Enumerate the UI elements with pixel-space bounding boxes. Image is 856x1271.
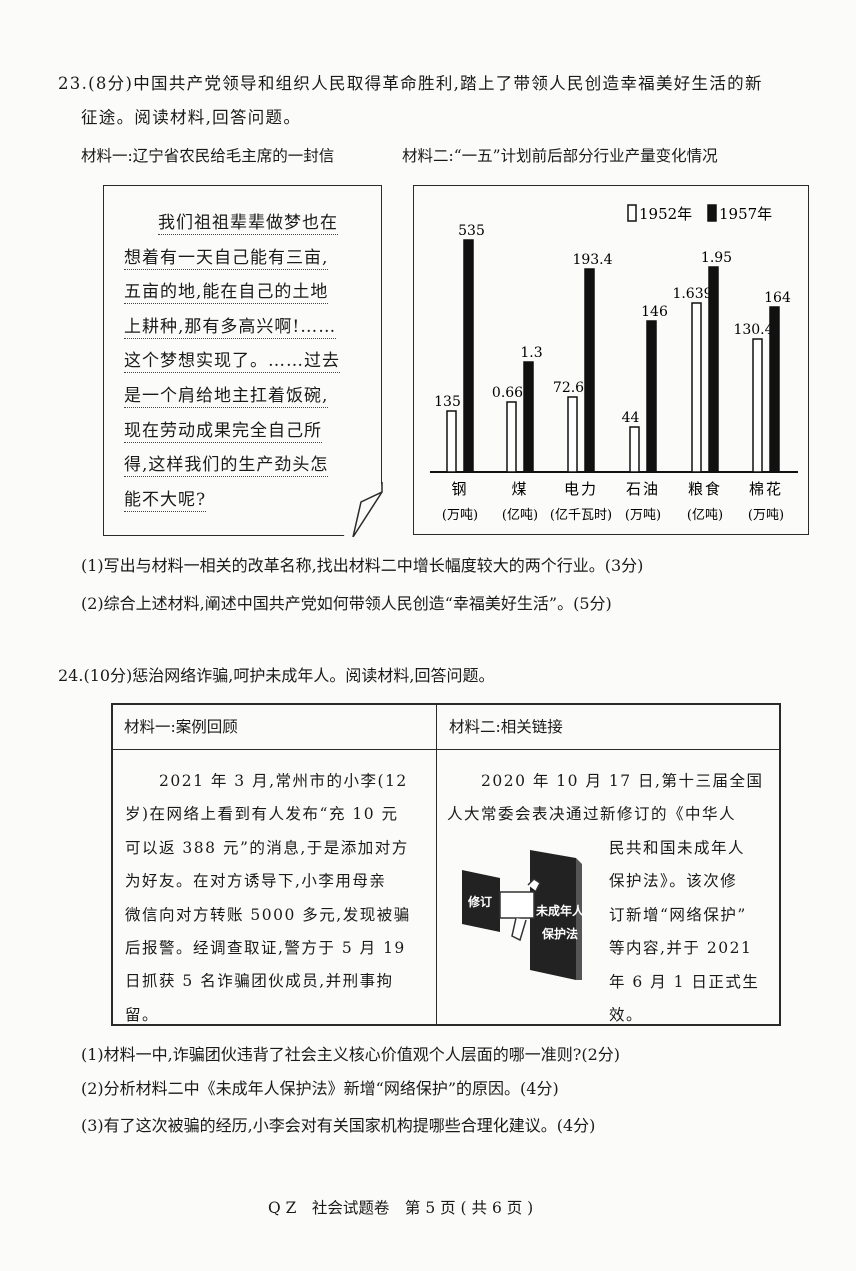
- legend-swatch-1952: [627, 204, 637, 222]
- q24-question-2: (2)分析材料二中《未成年人保护法》新增“网络保护”的原因。(4分): [81, 1079, 559, 1098]
- bar-1952: [567, 396, 578, 473]
- category-label: 石油: [626, 480, 660, 498]
- bar-1957: [708, 266, 719, 473]
- material2-text-line: 订新增“网络保护”: [609, 905, 747, 924]
- image-book-label-2: 保护法: [541, 926, 578, 941]
- letter-line: 上耕种,那有多高兴啊!……: [124, 316, 337, 339]
- material1-text-line: 微信向对方转账 5000 多元,发现被骗: [125, 905, 411, 924]
- material1-text-line: 2021 年 3 月,常州市的小李(12: [125, 772, 408, 790]
- material1-text-line: 日抓获 5 名诈骗团伙成员,并刑事拘: [125, 972, 394, 991]
- q23-question-1: (1)写出与材料一相关的改革名称,找出材料二中增长幅度较大的两个行业。(3分): [81, 556, 644, 575]
- category-label: 电力: [564, 480, 598, 498]
- bar-1957: [646, 320, 657, 473]
- material2-text-line: 效。: [609, 1006, 644, 1024]
- data-label: 72.6: [553, 380, 584, 396]
- legend-swatch-1957: [707, 204, 717, 222]
- page-footer: Q Z 社会试题卷 第 5 页 ( 共 6 页 ): [268, 1199, 534, 1217]
- data-label: 1.639: [672, 286, 712, 302]
- production-chart: 135 535 钢 (万吨) 0.66 1.3 煤 (亿吨) 72.6 193.4 电力 (亿千瓦时)…: [413, 185, 809, 535]
- folded-corner-icon: [343, 482, 383, 537]
- unit-label: (万吨): [625, 508, 661, 523]
- material1-text-line: 后报警。经调查取证,警方于 5 月 19: [125, 939, 406, 957]
- data-label: 535: [458, 223, 485, 239]
- chart-svg: 135 535 钢 (万吨) 0.66 1.3 煤 (亿吨) 72.6 193.4 电力 (亿千瓦时)…: [430, 204, 798, 523]
- bar-1952: [691, 302, 702, 473]
- category-label: 粮食: [688, 480, 722, 498]
- bar-1952: [506, 401, 517, 473]
- law-book-image: 修订 未成年人 保护法: [462, 850, 585, 980]
- q24-question-1: (1)材料一中,诈骗团伙违背了社会主义核心价值观个人层面的哪一准则?(2分): [81, 1045, 620, 1064]
- legend-label: 1952年: [639, 205, 692, 223]
- data-label: 164: [764, 290, 791, 306]
- bar-1957: [584, 268, 595, 473]
- material2-text-line: 保护法》。该次修: [609, 872, 738, 891]
- material1-header: 材料一:案例回顾: [124, 718, 238, 736]
- letter-line: 我们祖祖辈辈做梦也在: [158, 213, 338, 235]
- q23-question-2: (2)综合上述材料,阐述中国共产党如何带领人民创造“幸福美好生活”。(5分): [81, 594, 612, 613]
- material1-title: 材料一:辽宁省农民给毛主席的一封信: [81, 147, 335, 165]
- material2-text-line: 民共和国未成年人: [609, 839, 746, 857]
- letter-line: 这个梦想实现了。……过去: [124, 351, 340, 374]
- bar-1957: [769, 306, 780, 473]
- unit-label: (万吨): [748, 508, 784, 523]
- material2-title: 材料二:“一五”计划前后部分行业产量变化情况: [402, 147, 718, 165]
- bar-1952: [446, 410, 457, 473]
- category-label: 棉花: [749, 480, 783, 498]
- letter-line: 五亩的地,能在自己的土地: [124, 282, 329, 305]
- data-label: 130.4: [733, 322, 773, 338]
- letter-line: 是一个肩给地主扛着饭碗,: [124, 386, 329, 408]
- materials-table: 材料一:案例回顾 材料二:相关链接 2021 年 3 月,常州市的小李(12 岁)…: [111, 703, 781, 1026]
- bar-1952: [629, 426, 640, 473]
- data-label: 1.95: [701, 250, 732, 266]
- material2-text-line: 年 6 月 1 日正式生: [609, 972, 760, 991]
- q23-stem-line2: 征途。阅读材料,回答问题。: [81, 108, 302, 127]
- unit-label: (亿吨): [502, 508, 538, 523]
- letter-line: 想着有一天自己能有三亩,: [124, 247, 329, 270]
- letter-box: 我们祖祖辈辈做梦也在想着有一天自己能有三亩, 五亩的地,能在自己的土地 上耕种,那有…: [103, 185, 383, 537]
- material2-text-line: 2020 年 10 月 17 日,第十三届全国: [447, 772, 764, 790]
- data-label: 146: [641, 304, 668, 320]
- material2-text-line: 等内容,并于 2021: [609, 939, 753, 958]
- data-label: 193.4: [572, 252, 612, 268]
- letter-line: 现在劳动成果完全自己所: [124, 420, 322, 443]
- bar-1957: [463, 239, 474, 473]
- bar-1957: [523, 361, 534, 473]
- image-tag-label: 修订: [467, 894, 492, 909]
- q24-stem: 24.(10分)惩治网络诈骗,呵护未成年人。阅读材料,回答问题。: [58, 666, 495, 685]
- data-label: 1.3: [520, 345, 542, 361]
- q23-stem-line1: 23.(8分)中国共产党领导和组织人民取得革命胜利,踏上了带领人民创造幸福美好生…: [58, 74, 763, 93]
- unit-label: (亿吨): [687, 508, 723, 523]
- category-label: 煤: [511, 480, 528, 498]
- data-label: 0.66: [492, 385, 523, 401]
- data-label: 135: [434, 394, 461, 410]
- table-header-divider: [113, 749, 779, 750]
- data-label: 44: [622, 410, 640, 426]
- legend-label: 1957年: [719, 205, 772, 223]
- material1-text-line: 留。: [125, 1005, 160, 1024]
- material2-text-line: 人大常委会表决通过新修订的《中华人: [447, 805, 737, 824]
- table-column-divider: [436, 705, 437, 1024]
- image-book-label-1: 未成年人: [535, 903, 585, 918]
- unit-label: (万吨): [442, 508, 478, 523]
- material1-text-line: 岁)在网络上看到有人发布“充 10 元: [125, 805, 399, 824]
- letter-line: 得,这样我们的生产劲头怎: [124, 455, 329, 478]
- material1-text-line: 可以返 388 元”的消息,于是添加对方: [125, 838, 409, 857]
- bar-1952: [752, 338, 763, 473]
- unit-label: (亿千瓦时): [550, 508, 612, 523]
- letter-line: 能不大呢?: [124, 489, 207, 512]
- category-label: 钢: [451, 480, 468, 498]
- material2-header: 材料二:相关链接: [449, 718, 563, 736]
- q24-question-3: (3)有了这次被骗的经历,小李会对有关国家机构提哪些合理化建议。(4分): [81, 1116, 596, 1135]
- material1-text-line: 为好友。在对方诱导下,小李用母亲: [125, 872, 387, 891]
